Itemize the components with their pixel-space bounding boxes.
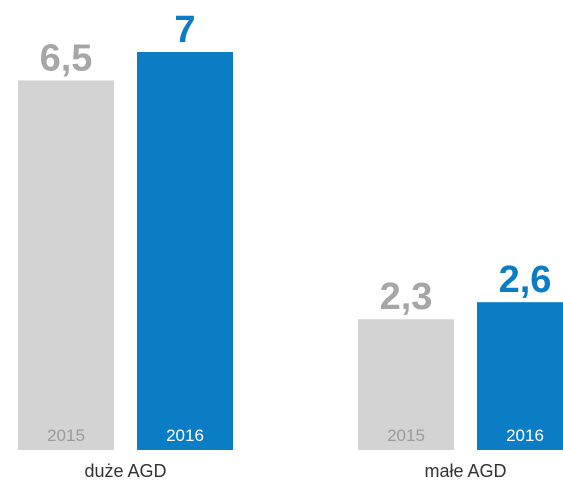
category-label: małe AGD bbox=[424, 461, 506, 481]
bar bbox=[137, 52, 233, 450]
series-label: 2015 bbox=[47, 426, 85, 445]
bar bbox=[358, 319, 454, 450]
value-label: 2,6 bbox=[499, 259, 552, 301]
series-label: 2015 bbox=[387, 426, 425, 445]
bar bbox=[477, 302, 563, 450]
bar bbox=[18, 80, 114, 450]
value-label: 2,3 bbox=[380, 276, 433, 318]
value-label: 7 bbox=[174, 9, 195, 51]
series-label: 2016 bbox=[506, 426, 544, 445]
value-label: 6,5 bbox=[40, 37, 93, 79]
category-label: duże AGD bbox=[84, 461, 166, 481]
series-label: 2016 bbox=[166, 426, 204, 445]
